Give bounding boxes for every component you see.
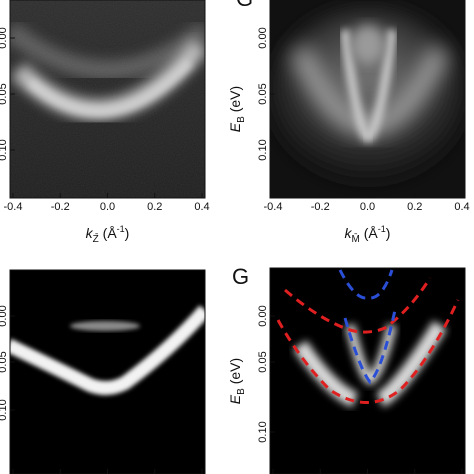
panel-letter-top-right: G [236,0,253,11]
band-v-right-bottom-right [375,320,447,408]
x-tick-label: -0.4 [4,201,23,213]
y-tick-label: 0.00 [257,305,269,326]
band-v-outer [289,45,450,136]
band-v-inner-right [364,29,397,143]
y-tick-label: 0.10 [0,399,9,420]
x-tick-label: 0.2 [147,201,162,213]
x-axis-title: kM̄ (Å-1) [345,224,391,245]
x-tick-label: 0.0 [360,201,375,213]
y-axis-title: EB (eV) [227,86,247,132]
band-v-inner-left [340,29,372,143]
panel-bottom-left [9,269,206,474]
blue-dashed-upper [338,269,394,300]
y-tick-label: 0.05 [0,351,9,372]
x-tick-label: 0.4 [194,201,209,213]
x-axis-title: kZ̄ (Å-1) [86,224,130,245]
red-dashed-outer [276,299,460,404]
y-tick-label: 0.00 [0,27,9,48]
panel-top-right: G [236,0,466,199]
band-main-bottom-left [10,305,205,395]
panel-bottom-left-bg [10,270,205,474]
panel-letter-g: G [232,264,249,289]
red-dashed-inner [284,277,432,334]
x-tick-label: -0.2 [311,201,330,213]
x-tick-label: -0.4 [264,201,283,213]
x-tick-label: 0.2 [407,201,422,213]
panel-bottom-right: G [232,264,466,474]
panel-top-left [9,0,206,199]
y-tick-label: 0.10 [257,139,269,160]
y-tick-label: 0.00 [0,305,9,326]
band-v-left-bottom-right [293,340,359,408]
y-axis-title: EB (eV) [227,358,247,404]
y-tick-label: 0.05 [257,351,269,372]
y-tick-label: 0.10 [257,421,269,442]
x-tick-label: 0.4 [454,201,469,213]
x-tick-label: 0.0 [100,201,115,213]
y-tick-label: 0.00 [257,27,269,48]
panel-bottom-right-frame [269,267,466,474]
y-tick-label: 0.05 [0,83,9,104]
blue-dashed-inner [343,309,397,385]
y-tick-label: 0.10 [0,139,9,160]
panel-bottom-left-frame [9,269,206,474]
axes-layer: -0.4 -0.2 0.0 0.2 0.4 0.00 0.05 0.10 kZ̄ (Å-1) -0… [0,27,470,474]
y-tick-label: 0.05 [257,83,269,104]
band-upper-blob-bottom-left [70,321,140,331]
x-tick-label: -0.2 [51,201,70,213]
